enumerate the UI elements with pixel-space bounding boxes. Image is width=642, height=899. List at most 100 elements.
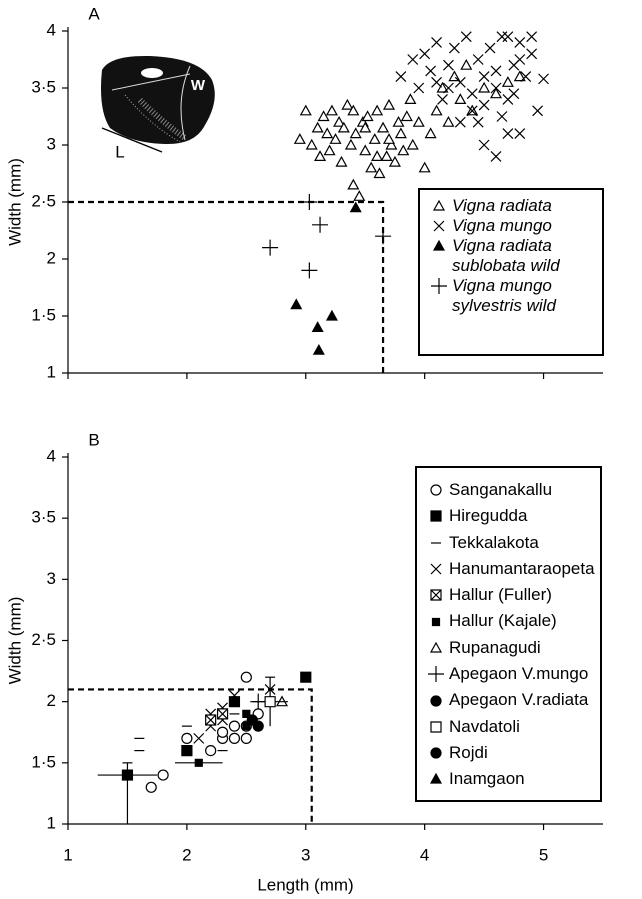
legend-entry: Vigna mungo bbox=[426, 216, 596, 236]
legend-symbol bbox=[433, 220, 445, 232]
data-point bbox=[502, 128, 514, 140]
data-point bbox=[228, 732, 241, 744]
legend-marker bbox=[430, 721, 442, 733]
threshold-line bbox=[68, 688, 313, 824]
legend-label: Hiregudda bbox=[449, 506, 528, 526]
legend-label: Apegaon V.radiata bbox=[449, 690, 589, 710]
threshold-line bbox=[68, 200, 385, 373]
legend-symbol bbox=[430, 747, 442, 759]
data-point bbox=[305, 138, 318, 150]
x-axis-label: Length (mm) bbox=[257, 875, 353, 894]
data-point bbox=[394, 127, 407, 139]
data-point bbox=[484, 42, 496, 54]
seed-hilum bbox=[141, 68, 163, 78]
y-axis-label: Width (mm) bbox=[5, 597, 24, 685]
data-point bbox=[311, 121, 324, 133]
data-point bbox=[205, 745, 217, 757]
data-point bbox=[443, 82, 454, 94]
legend-entry: Hallur (Kajale) bbox=[423, 608, 594, 634]
legend: Sanganakallu Hiregudda Tekkalakota Hanumant… bbox=[415, 466, 602, 802]
data-point bbox=[246, 714, 258, 726]
legend-marker bbox=[431, 617, 441, 626]
data-point bbox=[472, 116, 484, 128]
data-point bbox=[349, 201, 362, 213]
inset-label: L bbox=[115, 142, 124, 161]
y-tick-label: 3·5 bbox=[31, 77, 56, 96]
data-point bbox=[478, 99, 490, 111]
legend-marker bbox=[429, 773, 443, 785]
data-point bbox=[514, 36, 526, 48]
data-point bbox=[321, 127, 334, 139]
data-point bbox=[337, 121, 350, 133]
legend-entry: Rojdi bbox=[423, 740, 594, 766]
data-point bbox=[501, 76, 514, 87]
legend-marker bbox=[430, 510, 442, 523]
data-point bbox=[216, 708, 229, 720]
data-point bbox=[392, 115, 405, 127]
legend-marker bbox=[432, 199, 446, 211]
data-point bbox=[460, 31, 472, 43]
data-point bbox=[532, 105, 544, 117]
data-point bbox=[454, 93, 467, 104]
data-point bbox=[431, 76, 442, 88]
data-point bbox=[300, 671, 312, 683]
data-point bbox=[341, 98, 354, 110]
legend-marker bbox=[430, 747, 442, 759]
data-point bbox=[299, 104, 312, 116]
data-point bbox=[502, 31, 514, 43]
x-tick-label: 3 bbox=[301, 845, 310, 864]
data-point bbox=[382, 133, 396, 144]
data-point bbox=[466, 88, 478, 100]
y-tick-label: 1·5 bbox=[31, 305, 56, 324]
data-point bbox=[407, 54, 419, 65]
legend-entry: Navdatoli bbox=[423, 714, 594, 740]
y-tick-label: 2·5 bbox=[31, 630, 56, 649]
legend-entry: Hanumantaraopeta bbox=[423, 556, 595, 582]
legend-entry: Hiregudda bbox=[423, 503, 594, 529]
data-point bbox=[478, 81, 491, 93]
x-tick-label: 4 bbox=[420, 845, 429, 864]
data-point bbox=[418, 161, 431, 173]
data-point bbox=[460, 58, 473, 70]
seed-shape bbox=[101, 55, 215, 145]
data-point bbox=[454, 76, 466, 88]
data-point bbox=[454, 116, 466, 128]
data-point bbox=[157, 769, 169, 781]
length-line bbox=[101, 127, 163, 153]
legend-entry: Vigna radiata bbox=[426, 196, 596, 216]
data-point bbox=[317, 110, 330, 122]
y-tick-label: 3 bbox=[47, 569, 56, 588]
panel-label: A bbox=[88, 4, 100, 23]
y-tick-label: 2·5 bbox=[31, 191, 56, 210]
legend-label: Hallur (Fuller) bbox=[449, 585, 552, 605]
data-point bbox=[508, 88, 520, 100]
legend-marker bbox=[433, 220, 445, 232]
legend-entry: Apegaon V.radiata bbox=[423, 687, 594, 713]
seed-outline bbox=[180, 65, 191, 141]
data-point bbox=[442, 115, 455, 127]
legend-symbol bbox=[429, 773, 443, 785]
data-point bbox=[347, 104, 360, 116]
legend-entry: Sanganakallu bbox=[423, 477, 594, 503]
data-point bbox=[216, 726, 229, 738]
data-point bbox=[194, 758, 203, 767]
data-point bbox=[404, 93, 417, 104]
legend-symbol bbox=[428, 666, 444, 683]
data-point bbox=[325, 309, 338, 321]
legend-marker bbox=[431, 278, 447, 294]
data-point bbox=[323, 144, 336, 156]
data-point bbox=[264, 696, 276, 708]
data-point bbox=[121, 769, 134, 781]
data-point bbox=[496, 111, 508, 122]
data-point bbox=[514, 128, 526, 140]
data-point bbox=[419, 48, 431, 60]
legend-marker bbox=[430, 589, 442, 601]
x-tick-label: 1 bbox=[63, 845, 72, 864]
data-point bbox=[425, 65, 437, 77]
y-tick-label: 2 bbox=[47, 691, 56, 710]
data-point bbox=[514, 54, 526, 65]
legend-marker bbox=[431, 542, 441, 544]
legend-marker bbox=[428, 666, 444, 683]
data-point bbox=[406, 138, 419, 150]
